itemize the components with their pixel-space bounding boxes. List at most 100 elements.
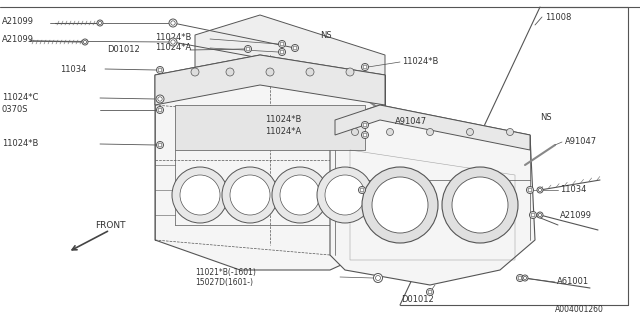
- Polygon shape: [195, 15, 385, 75]
- Polygon shape: [155, 75, 385, 105]
- Circle shape: [97, 20, 103, 26]
- Circle shape: [158, 108, 162, 112]
- Circle shape: [518, 276, 522, 280]
- Circle shape: [169, 19, 177, 27]
- Text: A21099: A21099: [2, 36, 34, 44]
- Text: 11024*B: 11024*B: [2, 140, 38, 148]
- Circle shape: [527, 187, 534, 194]
- Circle shape: [362, 122, 369, 129]
- Circle shape: [293, 46, 297, 50]
- Text: 11024*A: 11024*A: [265, 126, 301, 135]
- Circle shape: [362, 167, 438, 243]
- Text: 11024*B: 11024*B: [265, 115, 301, 124]
- Text: 11021*B(-1601): 11021*B(-1601): [195, 268, 256, 277]
- Circle shape: [191, 68, 199, 76]
- Circle shape: [158, 143, 162, 147]
- Circle shape: [372, 177, 428, 233]
- Polygon shape: [175, 105, 365, 150]
- Circle shape: [266, 68, 274, 76]
- Circle shape: [506, 129, 513, 135]
- Polygon shape: [330, 105, 535, 285]
- Text: 11024*B: 11024*B: [155, 34, 191, 43]
- Circle shape: [180, 175, 220, 215]
- Circle shape: [230, 175, 270, 215]
- Text: FRONT: FRONT: [95, 221, 125, 230]
- Circle shape: [358, 187, 365, 194]
- Circle shape: [280, 175, 320, 215]
- Text: 15027D(1601-): 15027D(1601-): [195, 278, 253, 287]
- Circle shape: [531, 213, 535, 217]
- Circle shape: [538, 213, 541, 217]
- Circle shape: [317, 167, 373, 223]
- Circle shape: [291, 44, 298, 52]
- Circle shape: [83, 40, 86, 44]
- Text: A61001: A61001: [557, 277, 589, 286]
- Circle shape: [278, 49, 285, 55]
- Text: D01012: D01012: [108, 45, 140, 54]
- Circle shape: [376, 276, 380, 280]
- Circle shape: [522, 275, 528, 281]
- Circle shape: [351, 129, 358, 135]
- Polygon shape: [155, 55, 385, 270]
- Text: NS: NS: [320, 31, 332, 41]
- Text: 11034: 11034: [60, 65, 86, 74]
- Polygon shape: [155, 55, 385, 105]
- Circle shape: [516, 275, 524, 282]
- Text: A21099: A21099: [560, 211, 592, 220]
- Circle shape: [157, 67, 163, 74]
- Circle shape: [280, 50, 284, 54]
- Polygon shape: [155, 75, 195, 240]
- Text: A21099: A21099: [2, 18, 34, 27]
- Circle shape: [528, 188, 532, 192]
- Circle shape: [346, 68, 354, 76]
- Circle shape: [306, 68, 314, 76]
- Circle shape: [529, 212, 536, 219]
- Circle shape: [538, 188, 541, 192]
- Text: NS: NS: [540, 114, 552, 123]
- Circle shape: [172, 167, 228, 223]
- Circle shape: [222, 167, 278, 223]
- Circle shape: [362, 132, 369, 139]
- Circle shape: [158, 97, 162, 101]
- Circle shape: [169, 38, 177, 46]
- Circle shape: [452, 177, 508, 233]
- Circle shape: [157, 107, 163, 114]
- Circle shape: [426, 129, 433, 135]
- Circle shape: [360, 188, 364, 192]
- Text: 0370S: 0370S: [2, 106, 29, 115]
- Circle shape: [278, 41, 285, 47]
- Text: A91047: A91047: [395, 117, 427, 126]
- Circle shape: [374, 274, 383, 283]
- Circle shape: [325, 175, 365, 215]
- Circle shape: [226, 68, 234, 76]
- Circle shape: [171, 21, 175, 25]
- Circle shape: [158, 68, 162, 72]
- Circle shape: [171, 40, 175, 44]
- Circle shape: [387, 129, 394, 135]
- Text: 11008: 11008: [545, 12, 572, 21]
- Text: 11034: 11034: [560, 186, 586, 195]
- Text: 11024*C: 11024*C: [2, 93, 38, 102]
- Circle shape: [362, 63, 369, 70]
- Circle shape: [363, 65, 367, 69]
- Circle shape: [244, 45, 252, 52]
- Circle shape: [156, 95, 164, 103]
- Circle shape: [363, 123, 367, 127]
- Circle shape: [280, 42, 284, 46]
- Text: 11024*A: 11024*A: [155, 43, 191, 52]
- Circle shape: [246, 47, 250, 51]
- Text: 11024*B: 11024*B: [402, 58, 438, 67]
- Circle shape: [363, 133, 367, 137]
- Circle shape: [442, 167, 518, 243]
- Circle shape: [467, 129, 474, 135]
- Circle shape: [426, 289, 433, 295]
- Circle shape: [537, 187, 543, 193]
- Text: D01012: D01012: [402, 295, 435, 305]
- Text: A004001260: A004001260: [555, 306, 604, 315]
- Circle shape: [272, 167, 328, 223]
- Circle shape: [157, 141, 163, 148]
- Circle shape: [99, 21, 102, 25]
- Circle shape: [428, 290, 432, 294]
- Text: A91047: A91047: [565, 138, 597, 147]
- Text: 11024*B: 11024*B: [230, 181, 266, 190]
